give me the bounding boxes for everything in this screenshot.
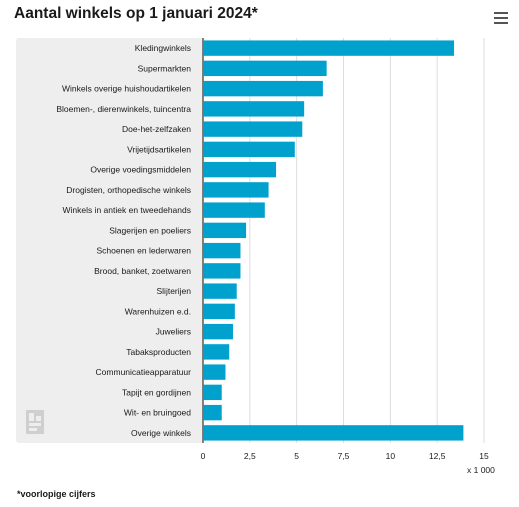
category-label: Overige winkels <box>131 428 191 438</box>
x-tick-label: 5 <box>294 451 299 461</box>
x-tick-label: 15 <box>479 451 489 461</box>
category-label: Schoenen en lederwaren <box>96 246 191 256</box>
category-label: Doe-het-zelfzaken <box>122 124 191 134</box>
x-tick-label: 0 <box>201 451 206 461</box>
bar <box>203 384 222 401</box>
bar <box>203 242 241 259</box>
x-tick-label: 10 <box>386 451 396 461</box>
category-label: Tapijt en gordijnen <box>122 387 191 397</box>
bar <box>203 303 235 320</box>
category-label: Slagerijen en poeliers <box>109 225 191 235</box>
bar <box>203 222 247 239</box>
chart-title: Aantal winkels op 1 januari 2024* <box>14 5 258 22</box>
category-label: Kledingwinkels <box>135 43 191 53</box>
x-tick-label: 12,5 <box>429 451 446 461</box>
category-label: Winkels overige huishoudartikelen <box>62 84 191 94</box>
hamburger-menu-icon[interactable] <box>494 12 508 24</box>
category-label: Bloemen-, dierenwinkels, tuincentra <box>56 104 191 114</box>
category-label-panel <box>16 38 203 443</box>
bar <box>203 263 241 279</box>
category-label: Wit- en bruingoed <box>124 408 191 418</box>
bar <box>203 404 222 421</box>
bar <box>203 182 269 198</box>
cbs-logo-icon <box>26 410 44 434</box>
bar <box>203 323 233 340</box>
category-label: Brood, banket, zoetwaren <box>94 266 191 276</box>
category-label: Tabaksproducten <box>126 347 191 357</box>
category-label: Vrijetijdsartikelen <box>127 144 191 154</box>
category-label: Slijterijen <box>157 286 192 296</box>
bar <box>203 101 305 117</box>
category-label: Overige voedingsmiddelen <box>90 165 191 175</box>
bar <box>203 80 323 97</box>
bar <box>203 202 265 218</box>
category-label: Communicatieapparatuur <box>96 367 192 377</box>
bar <box>203 121 303 137</box>
category-label: Warenhuizen e.d. <box>125 306 191 316</box>
x-tick-label: 7,5 <box>338 451 350 461</box>
bar <box>203 344 230 360</box>
category-label: Drogisten, orthopedische winkels <box>66 185 191 195</box>
bar <box>203 60 327 77</box>
x-tick-label: 2,5 <box>244 451 256 461</box>
footnote: *voorlopige cijfers <box>17 489 96 499</box>
bar <box>203 425 464 441</box>
category-label: Juweliers <box>156 327 191 337</box>
bar <box>203 364 226 380</box>
bar <box>203 40 455 56</box>
bar <box>203 141 295 158</box>
category-label: Supermarkten <box>138 63 192 73</box>
bar <box>203 161 277 178</box>
x-axis-unit-label: x 1 000 <box>467 465 495 475</box>
category-label: Winkels in antiek en tweedehands <box>62 205 191 215</box>
bar <box>203 283 237 299</box>
